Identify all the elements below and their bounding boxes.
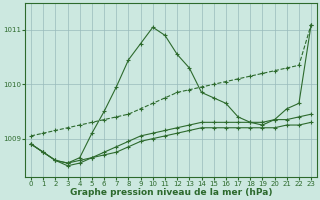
X-axis label: Graphe pression niveau de la mer (hPa): Graphe pression niveau de la mer (hPa) [70, 188, 272, 197]
